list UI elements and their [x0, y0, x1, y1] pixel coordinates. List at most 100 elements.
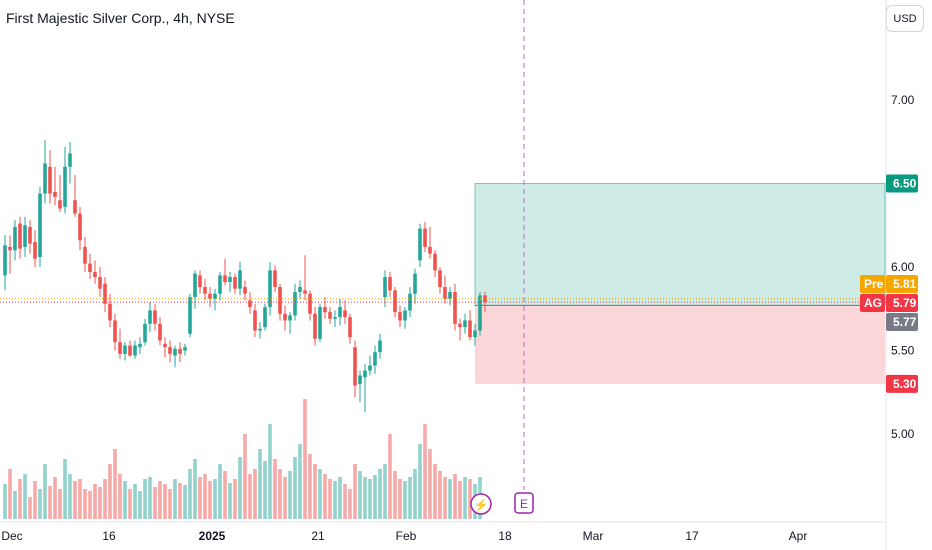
volume-bar	[408, 477, 412, 519]
candle-body	[158, 323, 162, 341]
pre-market-label-value: 5.81	[893, 277, 917, 291]
volume-bar	[348, 489, 352, 519]
volume-bar	[388, 434, 392, 519]
target-zone[interactable]	[474, 183, 886, 306]
candle-body	[228, 277, 232, 283]
candle-body	[403, 310, 407, 321]
candle-body	[193, 273, 197, 298]
candle-body	[413, 273, 417, 294]
candle-body	[438, 270, 442, 288]
volume-bar	[403, 481, 407, 519]
y-tick-label: 5.00	[891, 427, 915, 441]
candle-body	[208, 293, 212, 299]
candle-body	[188, 297, 192, 334]
candle-body	[358, 375, 362, 384]
volume-bar	[153, 487, 157, 519]
lightning-icon: ⚡	[474, 498, 489, 512]
volume-bar	[263, 461, 267, 519]
volume-bar	[28, 497, 32, 519]
candle-body	[48, 166, 52, 194]
volume-bar	[118, 474, 122, 519]
candle-body	[3, 245, 7, 276]
candle-body	[323, 307, 327, 313]
volume-bar	[8, 469, 12, 519]
candle-body	[223, 275, 227, 283]
volume-bar	[173, 479, 177, 519]
last-price-label-tag: AG	[864, 296, 882, 310]
event-markers[interactable]: ⚡ E	[470, 492, 534, 515]
candle-body	[8, 246, 12, 251]
volume-bar	[413, 469, 417, 519]
volume-bar	[133, 484, 137, 519]
candle-body	[38, 193, 42, 257]
stop-loss-label: 5.30	[893, 377, 917, 391]
x-tick-label: Apr	[789, 529, 808, 543]
volume-bar	[13, 491, 17, 519]
x-tick-label: 17	[685, 529, 699, 543]
candle-body	[433, 253, 437, 271]
candle-body	[163, 343, 167, 348]
earnings-marker[interactable]	[514, 492, 534, 514]
last-price-label-value-bg	[886, 294, 918, 312]
volume-bar	[443, 477, 447, 519]
volume-bar	[368, 479, 372, 519]
volume-bar	[328, 479, 332, 519]
long-position-tool[interactable]	[474, 183, 886, 384]
volume-bar	[468, 479, 472, 519]
candle-body	[123, 345, 127, 354]
price-axis-labels: 6.50 5.30 5.77 Pre 5.81 AG 5.79	[860, 174, 918, 393]
volume-bar	[288, 471, 292, 519]
candlestick-series	[3, 140, 487, 413]
earnings-icon: E	[520, 497, 528, 511]
candle-body	[463, 320, 467, 328]
x-tick-label: 21	[311, 529, 325, 543]
volume-bar	[313, 464, 317, 519]
stop-zone[interactable]	[475, 305, 885, 384]
volume-bar	[68, 474, 72, 519]
last-price-label-tag-bg	[860, 294, 885, 312]
candle-body	[173, 348, 177, 356]
volume-bar	[458, 481, 462, 519]
candle-body	[198, 275, 202, 288]
pre-market-label-value-bg	[886, 275, 918, 293]
x-tick-label: 18	[498, 529, 512, 543]
volume-bar	[333, 481, 337, 519]
candle-body	[258, 328, 262, 331]
candle-body	[138, 343, 142, 348]
volume-bar	[258, 449, 262, 519]
candle-body	[118, 342, 122, 354]
currency-button[interactable]: USD	[886, 5, 924, 32]
volume-bar	[418, 444, 422, 519]
volume-bar	[18, 479, 22, 519]
dividend-marker[interactable]	[470, 493, 492, 515]
candle-body	[308, 293, 312, 314]
volume-bar	[338, 477, 342, 519]
volume-bar	[273, 459, 277, 519]
candle-body	[478, 295, 482, 331]
volume-bar	[53, 477, 57, 519]
pre-market-label-tag: Pre	[864, 277, 884, 291]
candle-body	[58, 200, 62, 209]
candle-body	[83, 246, 87, 264]
candle-body	[153, 310, 157, 324]
candle-body	[318, 307, 322, 339]
volume-bar	[228, 483, 232, 519]
candle-body	[473, 330, 477, 338]
candle-body	[243, 287, 247, 294]
x-tick-label: Feb	[396, 529, 417, 543]
volume-bar	[383, 464, 387, 519]
candle-body	[483, 295, 487, 303]
volume-bar	[278, 469, 282, 519]
candle-body	[248, 300, 252, 308]
candle-body	[418, 228, 422, 261]
volume-bar	[178, 483, 182, 519]
volume-bar	[73, 481, 77, 519]
candle-body	[108, 303, 112, 321]
candle-body	[428, 246, 432, 254]
candle-body	[328, 312, 332, 319]
candle-body	[103, 283, 107, 304]
volume-bar	[293, 457, 297, 519]
candle-body	[78, 213, 82, 241]
volume-bar	[83, 489, 87, 519]
